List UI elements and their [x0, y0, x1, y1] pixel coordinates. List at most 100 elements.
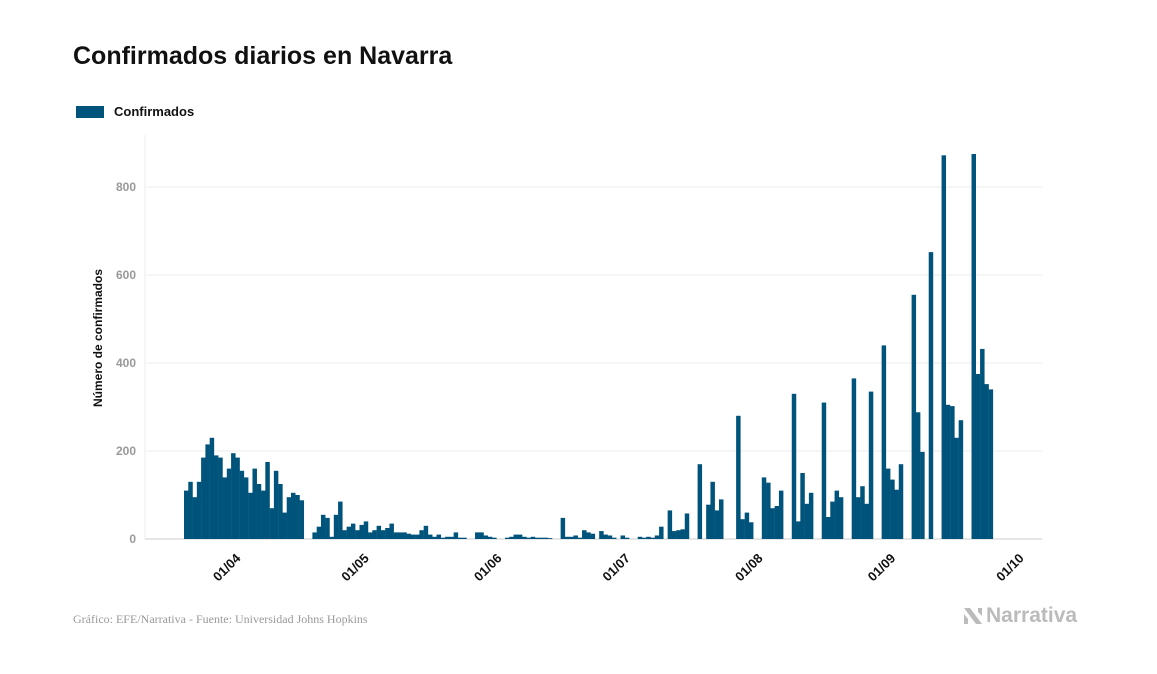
- bar: [641, 537, 647, 539]
- bar: [462, 537, 467, 539]
- bar: [680, 529, 685, 539]
- bar: [774, 506, 780, 539]
- bar: [941, 155, 947, 539]
- bar: [235, 457, 240, 539]
- bar: [826, 517, 831, 539]
- bar: [911, 294, 917, 539]
- bar: [449, 536, 454, 539]
- bar: [252, 468, 257, 539]
- bar: [547, 538, 553, 539]
- bar: [239, 470, 245, 539]
- bar: [868, 391, 874, 539]
- bar: [624, 537, 630, 539]
- bar: [261, 490, 266, 539]
- bar: [761, 477, 767, 539]
- bar: [560, 517, 566, 539]
- bar: [830, 501, 835, 539]
- narrativa-logo: Narrativa: [962, 604, 1077, 628]
- bar: [838, 497, 844, 539]
- legend: Confirmados: [76, 104, 194, 119]
- y-tick-label: 800: [116, 180, 136, 194]
- bar: [398, 532, 403, 539]
- bar: [505, 537, 510, 539]
- bar: [950, 406, 955, 539]
- bar: [988, 389, 994, 539]
- bar: [612, 537, 617, 539]
- bar: [363, 521, 369, 539]
- bar: [659, 526, 664, 539]
- bar: [881, 345, 887, 539]
- bar: [231, 453, 236, 539]
- bar: [445, 536, 450, 539]
- bar: [385, 528, 390, 539]
- bar: [184, 490, 189, 539]
- bar: [954, 437, 959, 539]
- bar: [205, 444, 210, 539]
- bar: [312, 532, 317, 539]
- bar: [590, 533, 596, 539]
- bar: [714, 510, 720, 539]
- bar: [265, 462, 270, 539]
- bar: [569, 536, 574, 539]
- bar: [419, 530, 424, 539]
- bar: [372, 530, 377, 539]
- bar: [346, 526, 352, 539]
- y-tick-label: 0: [129, 532, 136, 546]
- bar: [654, 535, 660, 539]
- bar: [864, 503, 869, 539]
- bar: [885, 468, 891, 539]
- bar: [706, 504, 711, 539]
- bar: [671, 531, 677, 539]
- bar: [804, 503, 810, 539]
- bar: [603, 534, 608, 539]
- y-tick-label: 400: [116, 356, 136, 370]
- bar: [188, 481, 193, 539]
- bar: [325, 517, 330, 539]
- bar: [980, 348, 985, 539]
- x-tick-label: 01/08: [732, 551, 766, 585]
- bar: [427, 534, 433, 539]
- bar: [291, 492, 296, 539]
- bar: [329, 536, 334, 539]
- bar: [791, 393, 797, 539]
- bar: [748, 522, 754, 539]
- bar: [573, 535, 578, 539]
- bar: [226, 468, 232, 539]
- bar: [577, 537, 583, 539]
- bar: [736, 415, 741, 539]
- bar: [256, 484, 262, 539]
- bar: [971, 154, 976, 539]
- bar: [406, 533, 412, 539]
- bar: [920, 451, 925, 539]
- bar: [453, 532, 459, 539]
- x-tick-label: 01/06: [471, 551, 505, 585]
- bar: [517, 534, 523, 539]
- bar: [945, 404, 951, 539]
- bar: [539, 537, 544, 539]
- bar: [492, 537, 497, 539]
- chart-title: Confirmados diarios en Navarra: [73, 42, 453, 70]
- bar: [894, 489, 899, 539]
- bar: [282, 512, 287, 539]
- bar: [201, 457, 206, 539]
- bar: [796, 521, 801, 539]
- bar: [637, 536, 643, 539]
- bar: [800, 473, 805, 539]
- bar: [415, 534, 420, 539]
- bar: [278, 484, 283, 539]
- bar: [389, 523, 394, 539]
- bar: [513, 534, 519, 539]
- y-axis-label: Número de confirmados: [91, 269, 105, 407]
- x-tick-label: 01/05: [338, 551, 372, 585]
- bar: [440, 537, 446, 539]
- bar: [273, 470, 279, 539]
- bar: [890, 479, 895, 539]
- bar: [821, 402, 827, 539]
- narrativa-logo-icon: [964, 608, 982, 624]
- bar: [380, 530, 386, 539]
- bar: [209, 437, 215, 539]
- bar: [286, 497, 292, 539]
- bar: [213, 455, 219, 539]
- bar: [432, 536, 437, 539]
